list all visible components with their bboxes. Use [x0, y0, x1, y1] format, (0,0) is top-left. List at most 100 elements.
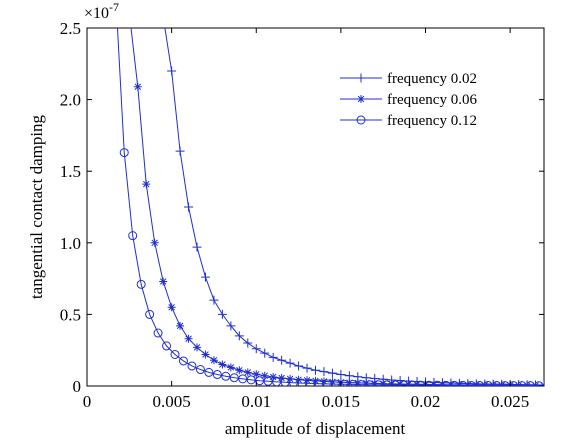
data-point-marker: [243, 368, 252, 377]
x-axis-title: amplitude of displacement: [225, 419, 406, 438]
data-point-marker: [229, 373, 239, 383]
data-point-marker: [218, 360, 227, 369]
data-point-marker: [167, 303, 176, 312]
legend-label: frequency 0.06: [387, 92, 477, 108]
data-point-marker: [336, 370, 346, 380]
data-point-marker: [285, 358, 295, 368]
data-point-marker: [178, 356, 188, 366]
data-point-marker: [429, 380, 438, 386]
ticks: 0 0.005 0.01 0.015 0.02 0.025 0 0.5 1.0 1.5 2.0 2.5: [60, 19, 544, 411]
data-point-marker: [269, 372, 278, 381]
data-point-marker: [234, 331, 244, 341]
data-point-marker: [136, 279, 146, 289]
data-point-marker: [251, 344, 261, 354]
data-point-marker: [252, 370, 261, 379]
data-point-marker: [277, 373, 286, 382]
y-tick-label: 2.5: [60, 19, 81, 38]
data-point-marker: [319, 367, 329, 377]
data-point-marker: [201, 350, 210, 359]
series-layer: [116, 28, 544, 386]
data-point-marker: [438, 380, 447, 386]
data-point-marker: [277, 355, 287, 365]
series-2: [130, 28, 544, 386]
x-tick-label: 0: [83, 392, 92, 411]
data-point-marker: [303, 376, 312, 385]
data-point-marker: [192, 242, 202, 252]
data-point-marker: [145, 309, 155, 319]
x-tick-label: 0.025: [491, 392, 529, 411]
series-1: [164, 28, 544, 386]
data-point-marker: [162, 341, 172, 351]
data-point-marker: [396, 379, 405, 386]
data-point-marker: [184, 202, 194, 212]
y-tick-label: 0: [73, 377, 82, 396]
data-point-marker: [187, 361, 197, 371]
legend-label: frequency 0.12: [387, 113, 477, 129]
data-point-marker: [294, 375, 303, 384]
data-point-marker: [260, 371, 269, 380]
legend-marker: [356, 73, 366, 83]
data-point-marker: [404, 380, 413, 386]
y-tick-label: 2.0: [60, 91, 81, 110]
legend-entry: frequency 0.12: [340, 113, 477, 129]
data-point-marker: [235, 366, 244, 375]
y-axis-title: tangential contact damping: [27, 114, 46, 299]
data-point-marker: [226, 321, 236, 331]
legend-entry: frequency 0.06: [340, 92, 477, 108]
data-point-marker: [153, 328, 163, 338]
data-point-marker: [387, 379, 396, 386]
data-point-marker: [193, 343, 202, 352]
data-point-marker: [260, 348, 270, 358]
x-tick-label: 0.005: [153, 392, 191, 411]
data-point-marker: [176, 321, 185, 330]
data-point-marker: [119, 148, 129, 158]
data-point-marker: [159, 277, 168, 286]
data-point-marker: [311, 365, 320, 375]
y-axis-multiplier: ×10-7: [84, 0, 119, 22]
legend-label: frequency 0.02: [387, 71, 477, 87]
legend-marker: [356, 115, 366, 125]
x-tick-label: 0.02: [411, 392, 441, 411]
data-point-marker: [268, 352, 278, 362]
data-point-marker: [150, 238, 159, 247]
data-point-marker: [286, 374, 295, 383]
legend-entry: frequency 0.02: [340, 71, 477, 87]
series-3: [116, 28, 544, 386]
y-tick-label: 1.0: [60, 234, 81, 253]
legend-marker: [357, 95, 365, 103]
data-point-marker: [209, 295, 219, 305]
data-point-marker: [128, 231, 138, 241]
x-tick-label: 0.01: [241, 392, 271, 411]
series-line: [116, 28, 539, 386]
y-multiplier-exponent: -7: [109, 0, 119, 14]
data-point-marker: [294, 361, 304, 371]
data-point-marker: [195, 365, 205, 375]
data-point-marker: [243, 338, 253, 348]
data-point-marker: [302, 363, 312, 373]
data-point-marker: [167, 66, 177, 76]
data-point-marker: [246, 375, 256, 385]
data-point-marker: [327, 368, 337, 378]
data-point-marker: [212, 370, 222, 380]
data-point-marker: [221, 371, 231, 381]
x-tick-label: 0.015: [322, 392, 360, 411]
data-point-marker: [200, 272, 210, 282]
data-point-marker: [133, 82, 142, 91]
data-point-marker: [226, 363, 235, 372]
data-point-marker: [170, 349, 180, 359]
data-point-marker: [238, 374, 248, 384]
data-point-marker: [209, 356, 218, 365]
labels: ×10-7 amplitude of displacement tangenti…: [27, 0, 405, 438]
y-tick-label: 1.5: [60, 162, 81, 181]
data-point-marker: [204, 367, 214, 377]
data-point-marker: [184, 334, 193, 343]
data-point-marker: [379, 379, 388, 386]
legend: frequency 0.02 frequency 0.06 frequency 0.…: [340, 71, 477, 129]
data-point-marker: [217, 309, 227, 319]
data-point-marker: [539, 380, 544, 386]
series-line: [164, 28, 544, 386]
data-point-marker: [142, 180, 151, 189]
y-multiplier-base: ×10: [84, 5, 109, 22]
y-tick-label: 0.5: [60, 305, 81, 324]
